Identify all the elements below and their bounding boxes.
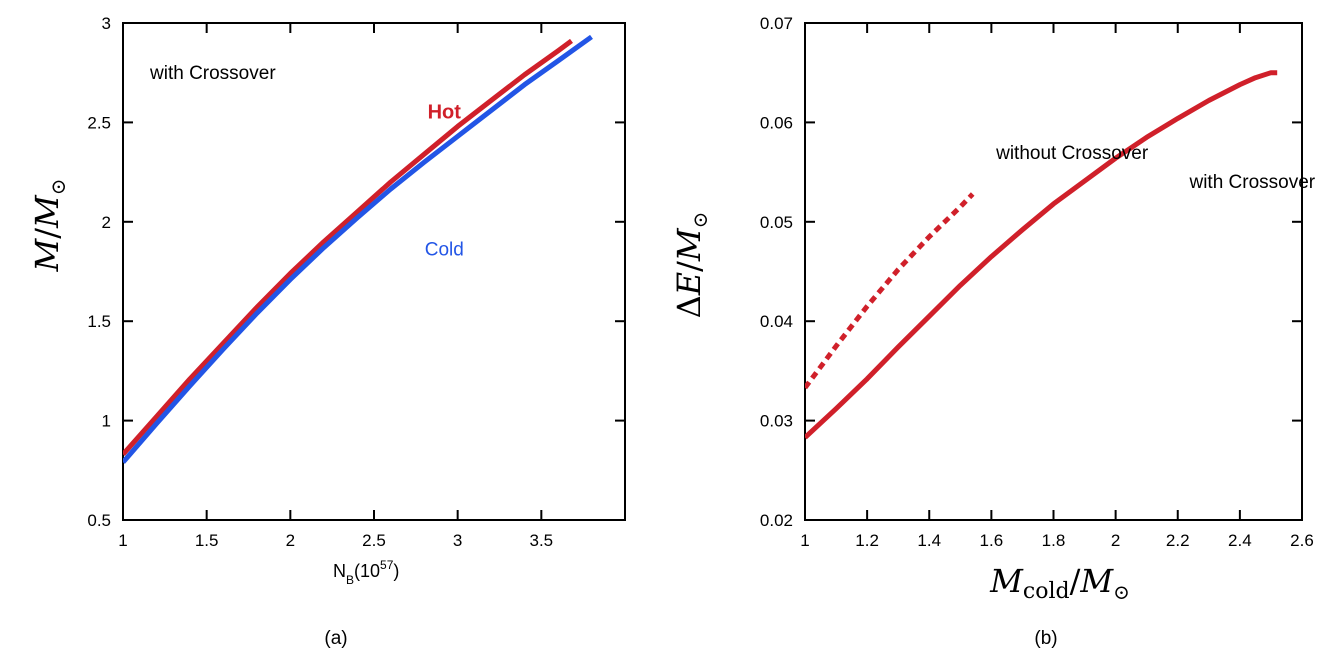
ticks-a: [122, 22, 625, 521]
x-tick-label: 1.2: [855, 531, 879, 550]
series-labels-a: Hot Cold: [425, 101, 464, 260]
x-axis-label-b: Mcold/M⊙: [989, 562, 1130, 604]
plot-frame-a: [122, 22, 626, 521]
tick-labels-b: 1 1.2 1.4 1.6 1.8 2 2.2 2.4 2.6 0.02 0.03 0.04 0.05 0…: [760, 14, 1314, 550]
y-tick-label: 0.02: [760, 511, 793, 530]
y-tick-label: 0.05: [760, 213, 793, 232]
series-line-without-crossover: [805, 192, 975, 390]
x-label-a-exp: 57: [380, 558, 394, 572]
x-tick-label: 2.6: [1290, 531, 1314, 550]
y-tick-label: 1: [102, 412, 111, 431]
x-label-b-sub: cold: [1023, 579, 1070, 604]
x-tick-label: 3.5: [530, 531, 554, 550]
y-label-b-E: E: [670, 272, 708, 296]
x-label-b-Msun: M: [1079, 562, 1114, 600]
series-lines-a: [123, 34, 593, 464]
x-label-b-slash: /: [1070, 562, 1081, 600]
x-label-a-paren: (10: [354, 561, 380, 581]
caption-a: (a): [324, 628, 347, 649]
x-tick-label: 1: [118, 531, 127, 550]
series-lines-b: [805, 70, 1278, 440]
x-label-a-close: ): [393, 561, 399, 581]
x-label-a-sub: B: [346, 573, 354, 587]
x-tick-label: 3: [453, 531, 462, 550]
x-tick-label: 1: [800, 531, 809, 550]
x-tick-label: 2.4: [1228, 531, 1252, 550]
y-axis-label-a: M/M⊙: [28, 178, 70, 272]
y-tick-label: 2.5: [87, 113, 111, 132]
y-label-a-slash: /: [28, 228, 66, 239]
y-tick-label: 0.5: [87, 511, 111, 530]
caption-b: (b): [1034, 628, 1057, 649]
y-label-a-M: M: [28, 238, 66, 273]
y-tick-label: 0.07: [760, 14, 793, 33]
series-line-hot: [123, 38, 573, 457]
series-label-cold: Cold: [425, 240, 464, 261]
y-label-b-delta: Δ: [670, 295, 708, 318]
x-tick-label: 2: [286, 531, 295, 550]
y-label-b-Msun: M: [670, 227, 708, 262]
x-label-b-sun: ⊙: [1113, 580, 1130, 604]
ticks-b: [804, 22, 1303, 521]
x-tick-label: 1.8: [1042, 531, 1066, 550]
plot-frame-b: [804, 22, 1303, 521]
panel-b: 1 1.2 1.4 1.6 1.8 2 2.2 2.4 2.6 0.02 0.03 0.04 0.05 0…: [670, 14, 1316, 649]
annotation-with-crossover-a: with Crossover: [149, 63, 276, 84]
y-tick-label: 3: [102, 14, 111, 33]
x-tick-label: 2.2: [1166, 531, 1190, 550]
x-tick-label: 2.5: [362, 531, 386, 550]
x-tick-label: 2: [1111, 531, 1120, 550]
series-label-with-crossover: with Crossover: [1188, 172, 1315, 193]
panel-a: 1 1.5 2 2.5 3 3.5 0.5 1 1.5 2 2.5 3 Hot Cold with Cr…: [28, 14, 626, 649]
tick-labels-a: 1 1.5 2 2.5 3 3.5 0.5 1 1.5 2 2.5 3: [87, 14, 553, 550]
y-tick-label: 0.03: [760, 412, 793, 431]
x-tick-label: 1.6: [980, 531, 1004, 550]
series-labels-b: without Crossover with Crossover: [995, 143, 1316, 193]
y-tick-label: 0.06: [760, 113, 793, 132]
y-axis-label-b: ΔE/M⊙: [670, 212, 712, 319]
series-label-without-crossover: without Crossover: [995, 143, 1149, 164]
x-tick-label: 1.5: [195, 531, 219, 550]
x-axis-label-a: NB(1057): [333, 558, 399, 587]
series-line-cold: [123, 34, 593, 464]
y-tick-label: 1.5: [87, 312, 111, 331]
series-line-with-crossover: [805, 70, 1278, 440]
x-tick-label: 1.4: [917, 531, 941, 550]
y-label-a-Msun: M: [28, 194, 66, 229]
y-tick-label: 0.04: [760, 312, 793, 331]
y-label-b-slash: /: [670, 261, 708, 272]
y-tick-label: 2: [102, 213, 111, 232]
x-label-a-N: N: [333, 561, 346, 581]
series-label-hot: Hot: [428, 101, 462, 123]
x-label-b-M: M: [989, 562, 1024, 600]
y-label-a-sun: ⊙: [46, 178, 70, 195]
y-label-b-sun: ⊙: [688, 212, 712, 229]
